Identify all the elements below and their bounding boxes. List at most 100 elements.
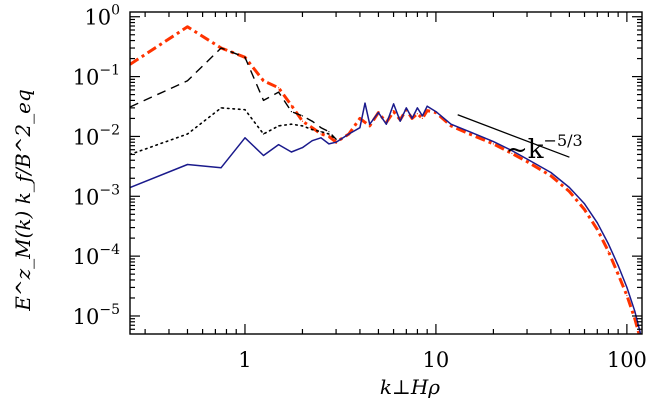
x-axis-title: k⊥Hρ xyxy=(380,375,440,399)
series-dash-dot-point xyxy=(320,133,322,135)
series-solid-point xyxy=(596,222,598,224)
series-dash-dot-point xyxy=(393,111,395,113)
series-dash-dot-point xyxy=(468,133,471,135)
series-solid-point xyxy=(262,154,265,157)
series-dash-dot-point xyxy=(626,294,628,297)
series-dotted-line xyxy=(130,107,337,156)
series-dashed-point xyxy=(301,115,304,117)
plot-frame xyxy=(129,11,643,335)
series-dotted-point xyxy=(278,125,280,127)
series-dash-dot-point xyxy=(262,80,265,82)
series-dash-dot-point xyxy=(421,117,423,119)
y-tick-label: 10−3 xyxy=(73,182,120,209)
series-dotted-point xyxy=(186,133,189,135)
series-solid-point xyxy=(634,310,636,312)
series-dashed-point xyxy=(186,80,189,82)
series-dotted-point xyxy=(301,125,304,127)
series-dash-dot-point xyxy=(301,120,304,122)
series-solid-point xyxy=(426,105,428,107)
series-solid-point xyxy=(435,111,437,113)
series-dash-dot-point xyxy=(426,110,428,112)
y-axis: 10−5 10−4 10−3 10−2 10−1 100 xyxy=(73,3,642,330)
series-solid-point xyxy=(328,143,330,145)
series-dotted-point xyxy=(335,138,337,140)
series-solid-point xyxy=(290,151,292,153)
series-solid-point xyxy=(411,117,413,119)
series-solid-point xyxy=(405,107,407,109)
series-solid-point xyxy=(416,107,418,109)
series-solid-point xyxy=(278,144,280,146)
series-dash-dot-point xyxy=(568,190,571,193)
series-solid-point xyxy=(399,120,401,122)
series-solid-point xyxy=(468,131,471,133)
annotation-layer xyxy=(457,114,570,158)
series-solid-point xyxy=(607,243,610,245)
series-solid-point xyxy=(369,123,371,125)
x-tick-label: 10 xyxy=(423,348,450,372)
series-dash-dot-point xyxy=(416,113,418,115)
x-tick-label: 100 xyxy=(607,348,647,372)
y-tick-label: 100 xyxy=(84,3,120,30)
series-solid-point xyxy=(626,286,628,288)
series-solid-point xyxy=(450,123,452,125)
series-dash-dot-point xyxy=(511,152,513,154)
series-dash-dot-point xyxy=(492,143,494,145)
series-solid-point xyxy=(550,171,552,174)
series-solid-point xyxy=(364,102,366,104)
y-tick-label: 10−2 xyxy=(73,122,120,149)
series-dash-dot-point xyxy=(369,125,371,127)
series-dash-dot-point xyxy=(186,26,189,28)
x-tick-label: 1 xyxy=(238,348,251,372)
series-dotted-point xyxy=(220,107,222,109)
series-solid-point xyxy=(421,115,423,117)
series-dash-dot-point xyxy=(328,135,330,137)
series-solid-point xyxy=(335,141,337,143)
slope-annotation: ~k−5/3 xyxy=(506,131,583,165)
series-solid-point xyxy=(359,127,361,129)
series-solid-point xyxy=(568,186,571,189)
series-dashed-point xyxy=(278,91,280,93)
series-dashed-point xyxy=(320,127,322,129)
series-dashed-line xyxy=(130,47,337,140)
series-solid-point xyxy=(511,150,513,152)
series-dash-dot-point xyxy=(583,209,586,211)
series-dash-dot-point xyxy=(596,228,598,230)
series-solid-line xyxy=(130,102,642,334)
series-dotted-point xyxy=(320,131,322,133)
series-dash-dot-point xyxy=(450,125,452,127)
series-dash-dot-point xyxy=(640,339,641,340)
series-dashed-point xyxy=(290,111,292,113)
series-solid-point xyxy=(348,133,350,135)
series-solid-point xyxy=(220,167,222,169)
series-dash-dot-point xyxy=(526,161,528,163)
series-solid-point xyxy=(492,141,494,143)
series-dash-dot-point xyxy=(634,318,636,320)
y-axis-title: E^z_M(k) k_f/B^2_eq xyxy=(11,89,35,312)
series-solid-point xyxy=(301,147,304,149)
series-dashed-point xyxy=(220,47,222,49)
y-tick-label: 10−5 xyxy=(73,302,120,329)
series-dotted-point xyxy=(311,129,313,131)
series-dotted-point xyxy=(262,133,265,135)
series-solid-point xyxy=(320,137,322,139)
series-dash-dot-point xyxy=(550,175,552,177)
series-dashed-point xyxy=(244,56,246,58)
x-axis: 1 10 100 xyxy=(144,12,647,372)
series-dotted-point xyxy=(290,123,292,125)
series-dash-dot-point xyxy=(359,117,361,119)
series-dash-dot-point xyxy=(278,87,280,89)
series-dotted-point xyxy=(244,109,246,111)
y-tick-label: 10−4 xyxy=(73,242,120,269)
series-solid-point xyxy=(393,103,395,105)
series-dash-dot-point xyxy=(607,250,610,252)
series-dash-dot-point xyxy=(290,104,292,106)
series-dash-dot-point xyxy=(617,273,619,275)
series-dashed-point xyxy=(328,131,330,133)
series-solid-point xyxy=(526,158,528,160)
series-dashed-point xyxy=(262,99,265,101)
slope-reference-line xyxy=(457,114,570,158)
series-solid-point xyxy=(244,137,246,139)
series-solid-point xyxy=(377,112,379,114)
series-solid-point xyxy=(186,163,189,166)
